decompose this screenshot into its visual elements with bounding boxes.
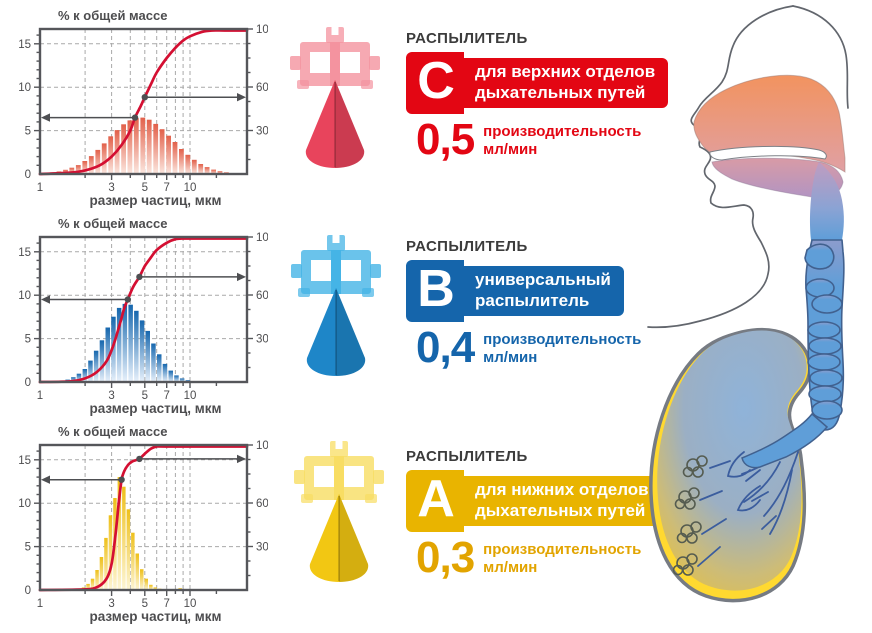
svg-text:7: 7: [163, 598, 169, 610]
nebulizer-c-rate: 0,5 производительность мл/мин: [416, 115, 658, 164]
svg-text:5: 5: [25, 334, 31, 346]
svg-text:10: 10: [18, 82, 31, 94]
svg-text:5: 5: [25, 542, 31, 554]
nebulizer-b-rate-value: 0,4: [416, 323, 475, 372]
svg-text:1: 1: [37, 182, 43, 194]
nebulizer-c-label-block: РАСПЫЛИТЕЛЬ C для верхних отделов дыхате…: [406, 30, 669, 164]
svg-text:3: 3: [108, 390, 114, 402]
svg-text:0: 0: [25, 377, 31, 389]
alveoli-clusters: [672, 455, 708, 576]
nebulizer-a-rate: 0,3 производительность мл/мин: [416, 533, 658, 582]
nebulizer-c-desc-line1: для верхних отделов: [475, 61, 656, 81]
particle-size-chart-c: 0 5 10 15 30 60 100 1 3 5 7 10 % к общей массе размер…: [18, 8, 275, 208]
main-bronchus: [741, 412, 829, 469]
svg-text:5: 5: [142, 390, 148, 402]
svg-text:15: 15: [18, 455, 31, 467]
svg-text:% к общей массе: % к общей массе: [58, 8, 167, 23]
bronchial-tree: [697, 443, 799, 567]
nebulizer-c-banner: C для верхних отделов дыхательных путей: [406, 52, 669, 114]
svg-text:60: 60: [256, 82, 268, 94]
nebulizer-a-description: для нижних отделов дыхательных путей: [464, 476, 662, 526]
svg-text:1: 1: [37, 598, 43, 610]
nebulizer-a-label-block: РАСПЫЛИТЕЛЬ A для нижних отделов дыхател…: [406, 448, 662, 582]
svg-text:размер частиц, мкм: размер частиц, мкм: [89, 609, 221, 624]
head-profile-outline: [647, 5, 849, 329]
svg-text:100: 100: [256, 24, 268, 36]
nebulizer-b-letter: B: [406, 260, 464, 322]
nebulizer-a-desc-line1: для нижних отделов: [475, 479, 649, 499]
svg-text:10: 10: [184, 390, 197, 402]
svg-text:% к общей массе: % к общей массе: [58, 216, 167, 231]
nebulizer-c-description: для верхних отделов дыхательных путей: [464, 58, 669, 108]
svg-text:1: 1: [37, 390, 43, 402]
nebulizer-c-heading: РАСПЫЛИТЕЛЬ: [406, 30, 528, 47]
nebulizer-a-rate-value: 0,3: [416, 533, 475, 582]
nebulizer-c-letter: C: [406, 52, 464, 114]
svg-text:5: 5: [142, 598, 148, 610]
particle-size-chart-b: 0 5 10 15 30 60 100 1 3 5 7 10 % к общей массе размер…: [18, 216, 275, 416]
svg-text:30: 30: [256, 542, 268, 554]
svg-text:3: 3: [108, 182, 114, 194]
svg-text:15: 15: [18, 39, 31, 51]
svg-text:7: 7: [163, 390, 169, 402]
nebulizer-b-rate-caption-text: производительность: [483, 331, 642, 348]
nebulizer-a-banner: A для нижних отделов дыхательных путей: [406, 470, 662, 532]
svg-text:30: 30: [256, 334, 268, 346]
svg-text:0: 0: [25, 169, 31, 181]
svg-text:10: 10: [184, 182, 197, 194]
nebulizer-c-rate-caption: производительность мл/мин: [483, 120, 641, 160]
nebulizer-a-heading: РАСПЫЛИТЕЛЬ: [406, 448, 528, 465]
svg-text:0: 0: [25, 585, 31, 597]
svg-text:15: 15: [18, 247, 31, 259]
nebulizer-b-heading: РАСПЫЛИТЕЛЬ: [406, 238, 528, 255]
particle-size-chart-a: 0 5 10 15 30 60 100 1 3 5 7 10 % к общей массе размер…: [18, 424, 275, 624]
nebulizer-b-icon: [284, 232, 388, 389]
lung-illustration: [649, 327, 812, 603]
svg-text:5: 5: [142, 182, 148, 194]
svg-text:размер частиц, мкм: размер частиц, мкм: [89, 193, 221, 208]
svg-text:3: 3: [108, 598, 114, 610]
nebulizer-b-banner: B универсальный распылитель: [406, 260, 624, 322]
svg-text:100: 100: [256, 232, 268, 244]
nebulizer-b-rate: 0,4 производительность мл/мин: [416, 323, 658, 372]
svg-text:100: 100: [256, 440, 268, 452]
svg-text:60: 60: [256, 498, 268, 510]
nebulizer-a-desc-line2: дыхательных путей: [475, 501, 646, 520]
nebulizer-a-icon: [287, 438, 391, 595]
chart-block-nebulizer-b: 0 5 10 15 30 60 100 1 3 5 7 10 % к общей массе размер…: [4, 214, 275, 425]
lung-inner-gradient: [657, 330, 807, 591]
nebulizer-b-desc-line1: универсальный: [475, 269, 611, 289]
nebulizer-c-rate-caption-text: производительность: [483, 123, 642, 140]
nebulizer-a-letter: A: [406, 470, 464, 532]
chart-block-nebulizer-a: 0 5 10 15 30 60 100 1 3 5 7 10 % к общей массе размер…: [4, 422, 275, 633]
svg-text:10: 10: [18, 290, 31, 302]
svg-text:10: 10: [184, 598, 197, 610]
svg-text:% к общей массе: % к общей массе: [58, 424, 167, 439]
svg-text:60: 60: [256, 290, 268, 302]
nebulizer-b-desc-line2: распылитель: [475, 291, 590, 310]
svg-text:5: 5: [25, 126, 31, 138]
nebulizer-a-rate-caption: производительность мл/мин: [483, 538, 641, 578]
nebulizer-a-rate-caption-text: производительность: [483, 541, 642, 558]
nebulizer-b-rate-unit: мл/мин: [483, 349, 538, 366]
respiratory-tract-illustration: [647, 5, 849, 603]
nebulizer-c-icon: [283, 24, 387, 181]
nebulizer-c-rate-unit: мл/мин: [483, 141, 538, 158]
chart-block-nebulizer-c: 0 5 10 15 30 60 100 1 3 5 7 10 % к общей массе размер…: [4, 6, 275, 217]
nebulizer-a-rate-unit: мл/мин: [483, 559, 538, 576]
palate-slit: [709, 145, 827, 161]
nebulizer-c-rate-value: 0,5: [416, 115, 475, 164]
nebulizer-b-rate-caption: производительность мл/мин: [483, 328, 641, 368]
nebulizer-b-description: универсальный распылитель: [464, 266, 624, 316]
pharynx-column: [810, 162, 844, 240]
nebulizer-c-desc-line2: дыхательных путей: [475, 83, 646, 102]
larynx-trachea: [804, 239, 845, 431]
nebulizer-b-label-block: РАСПЫЛИТЕЛЬ B универсальный распылитель …: [406, 238, 658, 372]
svg-text:30: 30: [256, 126, 268, 138]
svg-text:7: 7: [163, 182, 169, 194]
svg-text:10: 10: [18, 498, 31, 510]
svg-text:размер частиц, мкм: размер частиц, мкм: [89, 401, 221, 416]
